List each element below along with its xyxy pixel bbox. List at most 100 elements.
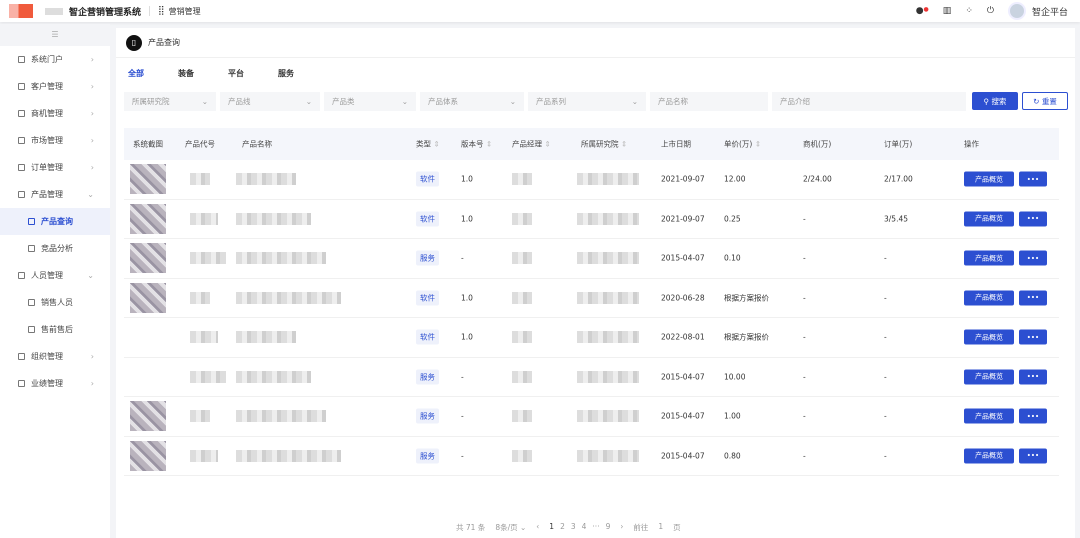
screenshot-thumbnail[interactable] <box>130 164 166 195</box>
chevron-icon: › <box>90 379 94 388</box>
page-9[interactable]: 9 <box>605 522 611 531</box>
version: - <box>461 253 464 263</box>
launch-date: 2015-04-07 <box>661 411 705 421</box>
sort-icon[interactable]: ⇕ <box>485 139 493 149</box>
order: - <box>884 451 887 461</box>
chevron-icon: › <box>90 82 94 91</box>
product-overview-button[interactable]: 产品概览 <box>964 290 1014 306</box>
table-row: 软件 1.0 2022-08-01 根据方案报价 - - 产品概览 ••• <box>124 318 1059 358</box>
product-overview-button[interactable]: 产品概览 <box>964 369 1014 385</box>
sidebar-item[interactable]: 业绩管理 › <box>0 370 110 397</box>
sidebar-item[interactable]: 组织管理 › <box>0 343 110 370</box>
sort-icon[interactable]: ⇕ <box>433 139 440 149</box>
product-overview-button[interactable]: 产品概览 <box>964 211 1014 227</box>
page-header: ▯ 产品查询 <box>116 28 1075 58</box>
tab-all[interactable]: 全部 <box>128 69 144 78</box>
chevron-down-icon: ⌄ <box>305 97 312 106</box>
sidebar-item-label: 业绩管理 <box>31 379 63 388</box>
sidebar-item[interactable]: 人员管理 ⌄ <box>0 262 110 289</box>
sort-icon[interactable]: ⇕ <box>620 139 628 149</box>
product-category-select[interactable]: 产品类 ⌄ <box>324 92 416 111</box>
unit-price: 10.00 <box>724 372 746 382</box>
page-size-select[interactable]: 8条/页 ⌄ <box>495 523 527 532</box>
module-name[interactable]: 营销管理 <box>168 6 201 16</box>
collapse-menu-icon[interactable]: ☰ <box>0 24 110 46</box>
product-overview-button[interactable]: 产品概览 <box>964 250 1014 266</box>
sidebar-item[interactable]: 市场管理 › <box>0 127 110 154</box>
screenshot-thumbnail[interactable] <box>130 282 166 313</box>
column-header[interactable]: 版本号 ⇕ <box>461 139 493 149</box>
product-overview-button[interactable]: 产品概览 <box>964 329 1014 345</box>
product-overview-button[interactable]: 产品概览 <box>964 171 1014 187</box>
avatar[interactable] <box>1007 2 1026 20</box>
page-2[interactable]: 2 <box>560 522 565 531</box>
page-ellipsis[interactable]: ··· <box>592 522 600 531</box>
tab-platform[interactable]: 平台 <box>228 69 244 78</box>
more-icon[interactable]: ••• <box>1019 408 1047 424</box>
document-icon[interactable]: ▥ <box>942 6 952 16</box>
chevron-icon: ⌄ <box>87 190 94 199</box>
sidebar-item[interactable]: 销售人员 <box>0 289 110 316</box>
product-series-select[interactable]: 产品系列 ⌄ <box>528 92 646 111</box>
page-1[interactable]: 1 <box>549 522 555 531</box>
user-name[interactable]: 智企平台 <box>1031 7 1068 18</box>
more-icon[interactable]: ••• <box>1019 290 1047 306</box>
column-header[interactable]: 所属研究院 ⇕ <box>581 139 628 149</box>
search-button[interactable]: ⚲ 搜索 <box>972 92 1018 110</box>
sidebar-item[interactable]: 商机管理 › <box>0 100 110 127</box>
more-icon[interactable]: ••• <box>1019 211 1047 227</box>
page-3[interactable]: 3 <box>570 522 576 531</box>
message-icon[interactable]: ●● <box>915 6 929 16</box>
institute-blurred <box>577 449 639 462</box>
product-overview-button[interactable]: 产品概览 <box>964 448 1014 464</box>
screenshot-thumbnail[interactable] <box>130 440 166 471</box>
apps-grid-icon[interactable]: ⣿ <box>158 6 165 16</box>
tab-equipment[interactable]: 装备 <box>178 69 194 78</box>
share-icon[interactable]: ⁘ <box>965 6 973 16</box>
sort-icon[interactable]: ⇕ <box>544 139 551 149</box>
manager-blurred <box>512 449 532 462</box>
column-header[interactable]: 类型 ⇕ <box>416 139 440 149</box>
institute-select[interactable]: 所属研究院 ⌄ <box>124 92 216 111</box>
more-icon[interactable]: ••• <box>1019 171 1047 187</box>
chevron-icon: › <box>90 163 94 172</box>
sidebar-item[interactable]: 订单管理 › <box>0 154 110 181</box>
more-icon[interactable]: ••• <box>1019 369 1047 385</box>
sidebar-item[interactable]: 竞品分析 <box>0 235 110 262</box>
column-header[interactable]: 产品经理 ⇕ <box>512 139 551 149</box>
product-code-blurred <box>190 173 210 186</box>
sidebar-item[interactable]: 产品管理 ⌄ <box>0 181 110 208</box>
chevron-icon: › <box>90 109 94 118</box>
product-name-input[interactable]: 产品名称 <box>650 92 768 111</box>
manager-blurred <box>512 410 532 423</box>
screenshot-thumbnail[interactable] <box>130 243 166 274</box>
screenshot-thumbnail[interactable] <box>130 203 166 234</box>
page-4[interactable]: 4 <box>581 522 587 531</box>
sort-icon[interactable]: ⇕ <box>754 139 762 149</box>
sidebar-item-label: 市场管理 <box>31 136 63 145</box>
product-intro-input[interactable]: 产品介绍 <box>772 92 966 111</box>
menu-item-icon <box>18 83 25 90</box>
manager-blurred <box>512 212 532 225</box>
prev-page-icon[interactable]: ‹ <box>536 522 540 531</box>
sidebar-item-label: 产品管理 <box>31 190 63 199</box>
sidebar-item[interactable]: 产品查询 <box>0 208 110 235</box>
more-icon[interactable]: ••• <box>1019 448 1047 464</box>
goto-input[interactable]: 1 <box>658 522 664 531</box>
tab-service[interactable]: 服务 <box>278 69 294 78</box>
product-overview-button[interactable]: 产品概览 <box>964 408 1014 424</box>
more-icon[interactable]: ••• <box>1019 250 1047 266</box>
product-line-select[interactable]: 产品线 ⌄ <box>220 92 320 111</box>
product-system-select[interactable]: 产品体系 ⌄ <box>420 92 524 111</box>
opportunity: - <box>803 372 806 382</box>
sidebar-item[interactable]: 系统门户 › <box>0 46 110 73</box>
next-page-icon[interactable]: › <box>620 522 624 531</box>
screenshot-thumbnail[interactable] <box>130 401 166 432</box>
more-icon[interactable]: ••• <box>1019 329 1047 345</box>
column-header[interactable]: 单价(万) ⇕ <box>724 139 762 149</box>
reset-button[interactable]: ↻ 重置 <box>1022 92 1068 110</box>
sidebar-item[interactable]: 售前售后 <box>0 316 110 343</box>
power-icon[interactable]: ⏻ <box>986 6 994 16</box>
chevron-down-icon: ⌄ <box>509 97 516 106</box>
sidebar-item[interactable]: 客户管理 › <box>0 73 110 100</box>
